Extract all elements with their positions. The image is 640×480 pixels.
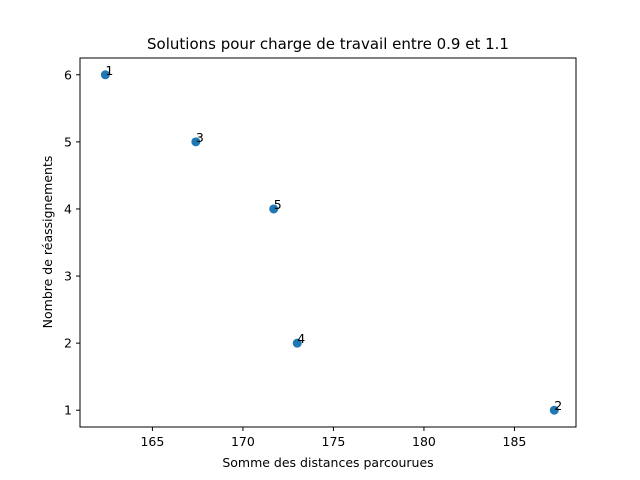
- x-axis-label: Somme des distances parcourues: [222, 455, 433, 470]
- data-point: [191, 137, 201, 147]
- y-tick-label: 2: [64, 336, 72, 351]
- plot-area: [79, 57, 577, 428]
- y-tick-label: 3: [64, 269, 72, 284]
- y-tick-label: 6: [64, 67, 72, 82]
- data-point: [269, 204, 279, 214]
- y-axis-label: Nombre de réassignements: [40, 156, 55, 329]
- point-label: 1: [105, 63, 113, 78]
- point-label: 5: [274, 197, 282, 212]
- x-tick-label: 185: [503, 434, 527, 449]
- point-label: 2: [554, 398, 562, 413]
- data-points: 1 3 5 4 2: [100, 63, 562, 415]
- data-point: [549, 405, 559, 415]
- y-tick-label: 5: [64, 134, 72, 149]
- point-label: 4: [297, 331, 305, 346]
- data-point: [292, 338, 302, 348]
- y-tick-label: 4: [64, 201, 72, 216]
- x-tick-label: 165: [140, 434, 164, 449]
- y-tick-label: 1: [64, 403, 72, 418]
- x-axis: 165 170 175 180 185: [140, 427, 526, 449]
- y-axis: 1 2 3 4 5 6: [64, 67, 80, 418]
- x-tick-label: 175: [322, 434, 346, 449]
- point-label: 3: [196, 130, 204, 145]
- x-tick-label: 180: [412, 434, 436, 449]
- chart-title: Solutions pour charge de travail entre 0…: [147, 35, 509, 53]
- data-point: [100, 70, 110, 80]
- x-tick-label: 170: [231, 434, 255, 449]
